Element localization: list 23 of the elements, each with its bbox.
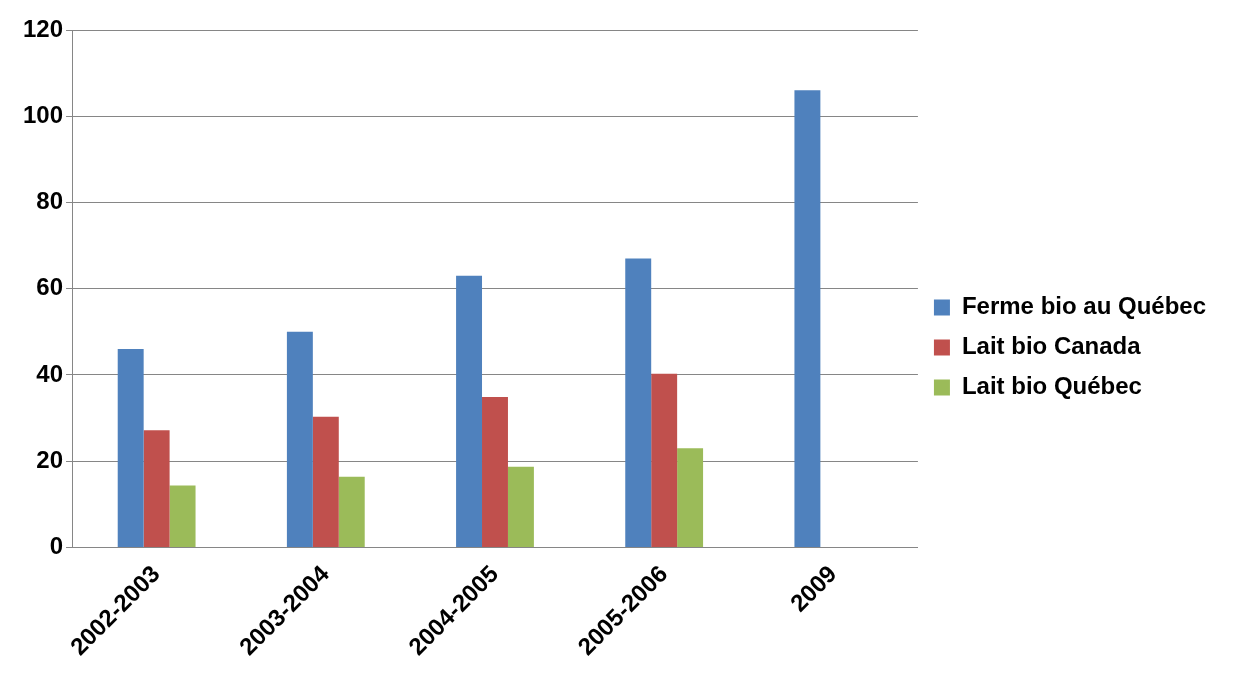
legend-label: Lait bio Canada [961,332,1142,360]
legend-label: Lait bio Québec [961,372,1142,400]
bar [794,90,821,547]
y-tick-label: 0 [49,532,64,560]
y-tick-label: 80 [36,187,64,215]
bar [507,466,534,547]
bar [482,396,508,547]
bar [117,349,144,547]
bar [651,373,678,547]
bar [677,448,704,547]
y-tick-label: 100 [23,100,64,128]
y-tick-label: 20 [36,445,64,473]
y-tick-label: 120 [23,14,64,42]
bar [456,275,483,547]
bar [625,258,652,547]
bar [169,485,196,547]
bar [286,331,313,547]
legend-label: Ferme bio au Québec [961,292,1207,320]
y-tick-label: 40 [36,359,64,387]
bar [338,476,365,547]
bar [312,416,339,547]
y-tick-label: 60 [36,273,64,301]
bar [143,430,170,547]
